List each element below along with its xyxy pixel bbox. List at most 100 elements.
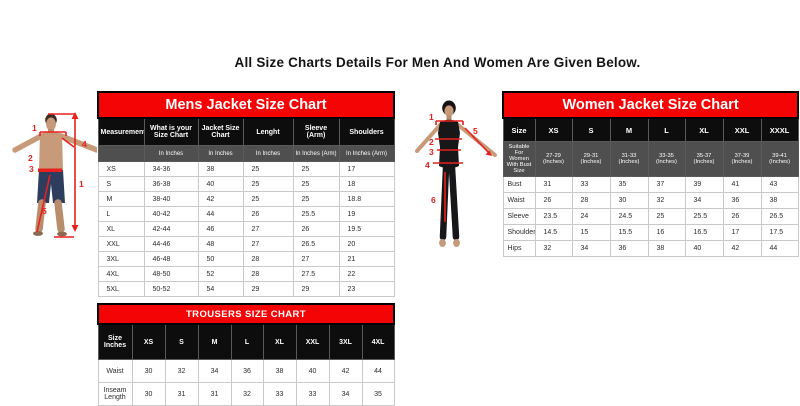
value-cell: 46 xyxy=(197,221,244,237)
table-row: 5XL 50-52 54 29 29 23 xyxy=(97,281,395,297)
header-cell: What is your Size Chart xyxy=(143,117,199,146)
value-cell: 23.5 xyxy=(534,208,573,225)
value-cell: 35 xyxy=(361,382,395,406)
waistband-mark xyxy=(38,168,62,172)
woman-measurement-lines xyxy=(433,120,492,222)
value-cell: 31 xyxy=(197,382,232,406)
row-label-cell: Sleeve xyxy=(502,208,536,225)
header-cell: 35-37 (Inches) xyxy=(684,141,724,177)
header-cell: Suitable For Women With Bust Size xyxy=(502,141,536,177)
trousers-size-chart-table: TROUSERS SIZE CHART Size Inches XS S M L XL XX… xyxy=(97,303,395,406)
header-cell: S xyxy=(571,117,611,142)
table-row: S 36-38 40 25 25 18 xyxy=(97,176,395,192)
value-cell: 38-40 xyxy=(143,191,199,207)
measurement-label: 5 xyxy=(42,206,47,216)
mens-chart-header-row: Measurement What is your Size Chart Jacket… xyxy=(97,117,395,146)
value-cell: 32 xyxy=(164,359,199,383)
table-row: Waist 30 32 34 36 38 40 42 44 xyxy=(97,359,395,383)
value-cell: 25 xyxy=(242,176,294,192)
woman-measurement-labels: 1 5 2 3 4 6 xyxy=(425,112,478,205)
man-measurement-lines xyxy=(36,112,79,238)
arrowhead-down-icon xyxy=(71,225,79,232)
value-cell: 43 xyxy=(760,176,799,193)
row-label-cell: L xyxy=(97,206,145,222)
value-cell: 52 xyxy=(197,266,244,282)
header-cell: In Inches (Arm) xyxy=(292,145,340,162)
value-cell: 33 xyxy=(295,382,330,406)
value-cell: 38 xyxy=(262,359,297,383)
value-cell: 27 xyxy=(242,236,294,252)
header-cell: XS xyxy=(534,117,573,142)
value-cell: 32 xyxy=(534,240,573,257)
value-cell: 28 xyxy=(242,251,294,267)
value-cell: 40-42 xyxy=(143,206,199,222)
header-cell: XL xyxy=(262,323,297,360)
woman-figure-graphic: 1 5 2 3 4 6 xyxy=(415,100,497,247)
woman-measurement-figure: 1 5 2 3 4 6 xyxy=(405,85,505,250)
value-cell: 28 xyxy=(571,192,611,209)
value-cell: 24 xyxy=(571,208,611,225)
value-cell: 26 xyxy=(292,221,340,237)
value-cell: 54 xyxy=(197,281,244,297)
value-cell: 40 xyxy=(197,176,244,192)
row-label-cell: XL xyxy=(97,221,145,237)
row-label-cell: XS xyxy=(97,161,145,177)
table-row: XS 34-36 38 25 25 17 xyxy=(97,161,395,177)
value-cell: 44 xyxy=(361,359,395,383)
value-cell: 17.5 xyxy=(760,224,799,241)
value-cell: 30 xyxy=(609,192,649,209)
value-cell: 25 xyxy=(242,191,294,207)
value-cell: 38 xyxy=(760,192,799,209)
value-cell: 27 xyxy=(292,251,340,267)
value-cell: 16 xyxy=(647,224,686,241)
value-cell: 36 xyxy=(230,359,264,383)
value-cell: 22 xyxy=(338,266,395,282)
man-figure-graphic: 1 2 3 4 1 5 xyxy=(12,112,100,238)
value-cell: 38 xyxy=(197,161,244,177)
value-cell: 26 xyxy=(722,208,762,225)
value-cell: 17 xyxy=(338,161,395,177)
value-cell: 48-50 xyxy=(143,266,199,282)
value-cell: 25.5 xyxy=(684,208,724,225)
value-cell: 21 xyxy=(338,251,395,267)
row-label-cell: M xyxy=(97,191,145,207)
value-cell: 35 xyxy=(609,176,649,193)
value-cell: 46-48 xyxy=(143,251,199,267)
shoulder-bracket xyxy=(435,120,464,125)
table-row: M 38-40 42 25 25 18.8 xyxy=(97,191,395,207)
value-cell: 20 xyxy=(338,236,395,252)
value-cell: 36-38 xyxy=(143,176,199,192)
measurement-label: 3 xyxy=(429,147,434,157)
row-label-cell: 3XL xyxy=(97,251,145,267)
table-row: XL 42-44 46 27 26 19.5 xyxy=(97,221,395,237)
header-cell: Lenght xyxy=(242,117,294,146)
table-row: Bust 31 33 35 37 39 41 43 xyxy=(502,176,799,193)
value-cell: 39 xyxy=(684,176,724,193)
sleeve-line xyxy=(464,127,491,155)
value-cell: 44 xyxy=(197,206,244,222)
arrowhead-sleeve-icon xyxy=(485,150,492,156)
header-cell: L xyxy=(230,323,264,360)
mens-chart-title: Mens Jacket Size Chart xyxy=(97,91,395,119)
shoulder-bracket xyxy=(39,131,67,136)
value-cell: 25 xyxy=(242,161,294,177)
row-label-cell: Waist xyxy=(97,359,133,383)
value-cell: 34 xyxy=(571,240,611,257)
row-label-cell: XXL xyxy=(97,236,145,252)
header-cell: XXL xyxy=(722,117,762,142)
value-cell: 33 xyxy=(262,382,297,406)
row-label-cell: Inseam Length xyxy=(97,382,133,406)
women-chart-title: Women Jacket Size Chart xyxy=(501,91,800,119)
man-measurement-figure: 1 2 3 4 1 5 xyxy=(10,100,105,252)
header-cell: 33-35 (Inches) xyxy=(647,141,686,177)
row-label-cell: Waist xyxy=(502,192,536,209)
value-cell: 17 xyxy=(722,224,762,241)
header-cell: 39-41 (Inches) xyxy=(760,141,799,177)
woman-silhouette xyxy=(415,100,497,247)
value-cell: 19.5 xyxy=(338,221,395,237)
value-cell: 14.5 xyxy=(534,224,573,241)
measurement-label: 2 xyxy=(28,153,33,163)
table-row: XXL 44-46 48 27 26.5 20 xyxy=(97,236,395,252)
